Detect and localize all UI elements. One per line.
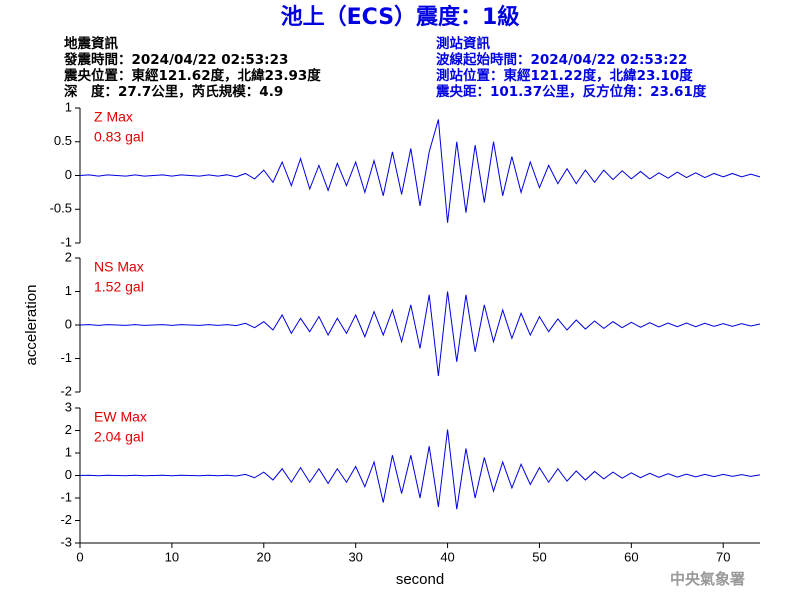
waveform xyxy=(79,291,761,376)
footer: 中央氣象署 xyxy=(670,570,745,588)
y-tick-label: -3 xyxy=(60,534,72,549)
annotation: Z Max xyxy=(94,109,133,125)
info-line: 測站位置：東經121.22度，北緯23.10度 xyxy=(436,67,693,84)
annotation: 0.83 gal xyxy=(94,129,144,145)
y-tick-label: -2 xyxy=(60,383,72,398)
annotation: 1.52 gal xyxy=(94,279,144,295)
y-tick-label: 0 xyxy=(65,167,72,182)
y-tick-label: 1 xyxy=(65,99,72,114)
waveform xyxy=(79,119,761,223)
x-tick-label: 70 xyxy=(716,549,730,564)
x-tick-label: 0 xyxy=(76,549,83,564)
info-line: 深 度：27.7公里，芮氏規模：4.9 xyxy=(64,83,283,100)
x-tick-label: 30 xyxy=(348,549,362,564)
chart-title: 池上（ECS）震度：1級 xyxy=(281,4,520,30)
annotation: NS Max xyxy=(94,259,144,275)
y-tick-label: -0.5 xyxy=(50,201,72,216)
y-tick-label: 1 xyxy=(65,444,72,459)
y-tick-label: -1 xyxy=(60,234,72,249)
y-axis-label: acceleration xyxy=(23,285,40,366)
info-line: 震央位置：東經121.62度，北緯23.93度 xyxy=(63,67,321,84)
x-tick-label: 60 xyxy=(624,549,638,564)
y-tick-label: -2 xyxy=(60,512,72,527)
info-line: 地震資訊 xyxy=(64,35,118,52)
info-line: 發震時間：2024/04/22 02:53:23 xyxy=(63,51,288,68)
info-line: 測站資訊 xyxy=(436,35,490,52)
annotation: 2.04 gal xyxy=(94,429,144,445)
info-line: 波線起始時間：2024/04/22 02:53:22 xyxy=(436,51,687,68)
x-tick-label: 20 xyxy=(257,549,271,564)
y-tick-label: -1 xyxy=(60,350,72,365)
y-tick-label: 2 xyxy=(65,422,72,437)
x-tick-label: 10 xyxy=(165,549,179,564)
annotation: EW Max xyxy=(94,409,147,425)
x-tick-label: 50 xyxy=(532,549,546,564)
y-tick-label: 0 xyxy=(65,316,72,331)
y-tick-label: 3 xyxy=(65,399,72,414)
y-tick-label: 0 xyxy=(65,467,72,482)
x-tick-label: 40 xyxy=(440,549,454,564)
y-tick-label: 0.5 xyxy=(54,133,72,148)
y-tick-label: -1 xyxy=(60,489,72,504)
y-tick-label: 1 xyxy=(65,283,72,298)
y-tick-label: 2 xyxy=(65,249,72,264)
x-axis-label: second xyxy=(396,571,444,588)
info-line: 震央距：101.37公里，反方位角：23.61度 xyxy=(435,83,707,100)
waveform xyxy=(79,429,761,510)
